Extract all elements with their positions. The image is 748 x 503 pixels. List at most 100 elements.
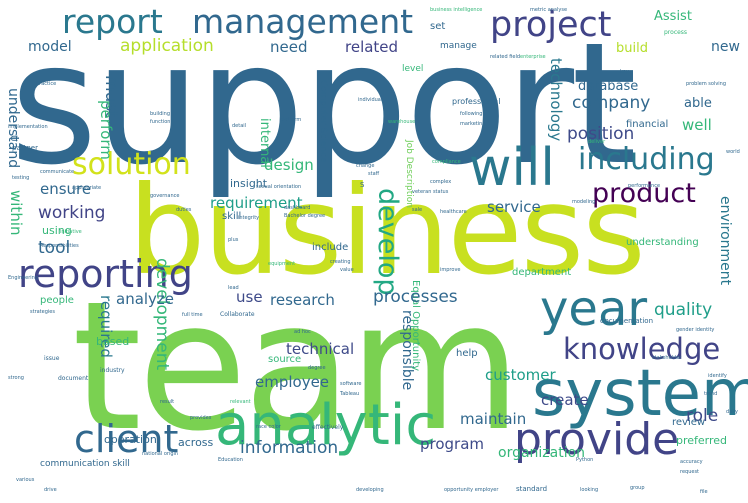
- word-request: request: [680, 469, 700, 475]
- word-drive: drive: [44, 487, 57, 493]
- word-lead: lead: [228, 285, 239, 291]
- word-ad-hoc: ad hoc: [294, 329, 311, 335]
- word-report: report: [62, 2, 163, 41]
- word-program: program: [420, 435, 485, 453]
- word-group: group: [630, 485, 645, 491]
- word-documentation: documentation: [600, 317, 654, 325]
- word-responsibilities: Responsibilities: [40, 243, 79, 249]
- word-role: role: [686, 406, 719, 426]
- word-value: value: [340, 267, 354, 273]
- word-research: research: [270, 291, 335, 309]
- word-source: source: [268, 354, 302, 365]
- word-complex: complex: [430, 179, 452, 185]
- word-following: following: [460, 111, 483, 117]
- word-design: design: [264, 156, 314, 174]
- word-team: team: [72, 263, 522, 470]
- word-across: across: [178, 436, 214, 449]
- word-industry: industry: [100, 367, 125, 374]
- word-metric-analyse: metric analyse: [530, 7, 568, 13]
- word-world: world: [726, 149, 740, 155]
- word-business-intelligence: business intelligence: [430, 7, 483, 13]
- word-ensure: ensure: [40, 180, 92, 198]
- word-within: within: [7, 190, 25, 236]
- word-platform: platform: [280, 117, 302, 123]
- word-full-time: full time: [182, 312, 203, 318]
- word-governance: governance: [150, 193, 180, 199]
- word-implementation: implementation: [8, 124, 48, 130]
- word-based: based: [96, 335, 130, 348]
- word-document: document: [58, 375, 89, 382]
- word-maintain: maintain: [460, 410, 527, 428]
- word-application: application: [120, 36, 214, 56]
- word-position: position: [567, 124, 635, 144]
- word-key: key: [620, 69, 629, 75]
- word-creating: creating: [330, 259, 351, 265]
- word-customer: customer: [485, 366, 556, 384]
- word-service: service: [487, 198, 541, 216]
- word-problem-solving: problem solving: [686, 81, 727, 87]
- word-build: build: [616, 41, 648, 56]
- word-need: need: [270, 38, 308, 56]
- word-organization: organization: [498, 445, 586, 461]
- word-staff: staff: [368, 171, 380, 177]
- word-product: product: [592, 178, 696, 209]
- word-improve: improve: [440, 267, 461, 273]
- word-environment: environment: [717, 196, 733, 286]
- word-gender-identity: gender identity: [676, 327, 715, 333]
- word-engineering: Engineering: [8, 275, 38, 281]
- word-job-description: Job Description: [404, 140, 414, 208]
- word-understanding: understanding: [626, 237, 699, 248]
- word-system: system: [532, 357, 748, 431]
- word-looking: looking: [580, 487, 599, 493]
- word-reporting: reporting: [18, 252, 193, 296]
- word-strong: strong: [8, 375, 24, 381]
- word-provides: provides: [190, 415, 212, 421]
- word-new: new: [711, 39, 740, 55]
- word-modeling: modeling: [572, 199, 596, 205]
- word-marketing: marketing: [460, 121, 486, 127]
- word-plus: plus: [228, 237, 239, 243]
- word-strategies: strategies: [30, 309, 55, 315]
- word-year: year: [540, 281, 648, 337]
- word-s: S: [360, 181, 365, 189]
- word-computer-science: Computer Science: [318, 80, 328, 163]
- word-required: required: [97, 295, 115, 358]
- word-operation: operation: [104, 433, 157, 446]
- word-must: must: [101, 75, 121, 118]
- word-preferred: preferred: [676, 434, 728, 447]
- word-process: process: [664, 29, 688, 36]
- word-deliver: deliver: [588, 139, 606, 145]
- word-assist: Assist: [654, 9, 692, 24]
- word-related: related: [345, 38, 399, 56]
- word-financial: financial: [626, 119, 669, 130]
- word-level: level: [402, 64, 424, 74]
- word-healthcare: healthcare: [440, 209, 467, 215]
- word-developing: developing: [356, 487, 384, 493]
- word-accuracy: accuracy: [680, 459, 703, 465]
- word-software: software: [340, 381, 362, 387]
- word-tool: tool: [38, 238, 71, 258]
- word-using: using: [42, 224, 72, 237]
- word-solution: solution: [72, 147, 191, 182]
- word-insight: insight: [230, 177, 268, 190]
- word-knowledge: knowledge: [563, 332, 721, 366]
- word-technical: technical: [286, 340, 355, 358]
- word-various: various: [16, 477, 35, 483]
- word-responsible: responsible: [399, 310, 415, 391]
- word-equal-opportunity: Equal Opportunity: [410, 280, 421, 372]
- word-related-field: related field: [490, 54, 521, 60]
- word-national-origin: national origin: [142, 451, 179, 457]
- word-u: U: [8, 135, 18, 142]
- word-testing: testing: [12, 175, 30, 181]
- word-including: including: [578, 142, 715, 177]
- word-education: Education: [218, 457, 243, 463]
- word-race-color: race color: [256, 424, 281, 430]
- word-information: information: [240, 438, 339, 458]
- word-department: department: [512, 267, 572, 278]
- word-individual: individual: [358, 97, 383, 103]
- word-set: set: [430, 21, 446, 32]
- word-change: change: [356, 163, 375, 169]
- word-effectively: effectively: [312, 424, 344, 431]
- word-quality: quality: [654, 300, 713, 320]
